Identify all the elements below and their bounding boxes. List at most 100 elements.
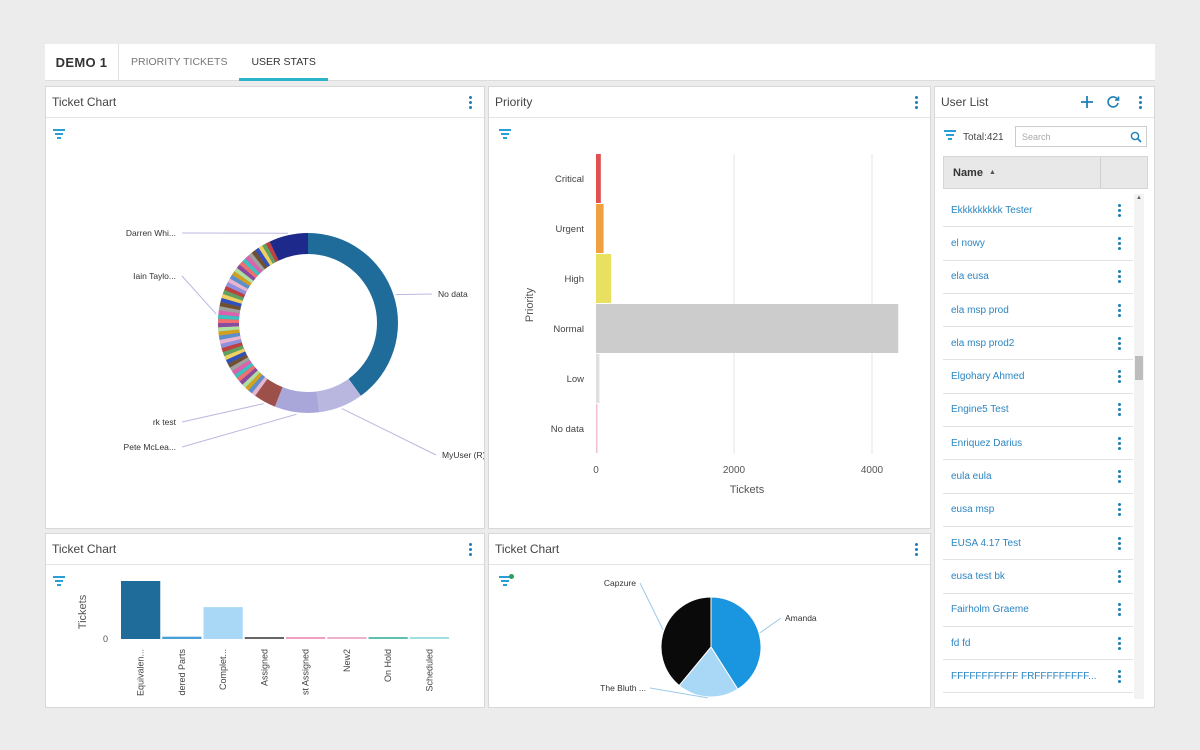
- donut-slice[interactable]: [227, 354, 249, 368]
- scrollbar[interactable]: ▲: [1134, 194, 1144, 699]
- donut-slice[interactable]: [218, 306, 241, 314]
- priority-bar[interactable]: [596, 254, 612, 303]
- donut-slice[interactable]: [242, 258, 260, 276]
- donut-slice[interactable]: [255, 378, 283, 407]
- donut-slice[interactable]: [218, 314, 240, 320]
- donut-slice[interactable]: [245, 372, 263, 391]
- more-options-icon[interactable]: [1132, 93, 1148, 111]
- donut-slice[interactable]: [245, 255, 263, 274]
- user-name-link[interactable]: Engine5 Test: [951, 404, 1009, 416]
- status-bar[interactable]: [162, 636, 202, 639]
- user-name-link[interactable]: el nowy: [951, 237, 985, 249]
- list-item[interactable]: ela msp prod: [943, 294, 1133, 328]
- status-bar[interactable]: [121, 581, 161, 639]
- filter-icon[interactable]: [943, 130, 957, 142]
- priority-bar[interactable]: [596, 404, 598, 453]
- row-options-icon[interactable]: [1111, 401, 1127, 419]
- donut-slice[interactable]: [220, 339, 242, 349]
- donut-slice[interactable]: [232, 271, 252, 287]
- donut-slice[interactable]: [224, 285, 246, 298]
- donut-slice[interactable]: [234, 362, 254, 379]
- user-name-link[interactable]: ela msp prod: [951, 304, 1009, 316]
- row-options-icon[interactable]: [1111, 534, 1127, 552]
- row-options-icon[interactable]: [1111, 201, 1127, 219]
- donut-slice[interactable]: [262, 243, 276, 264]
- row-options-icon[interactable]: [1111, 567, 1127, 585]
- donut-slice[interactable]: [218, 326, 240, 332]
- donut-slice[interactable]: [269, 233, 308, 261]
- row-options-icon[interactable]: [1111, 268, 1127, 286]
- row-options-icon[interactable]: [1111, 301, 1127, 319]
- donut-slice[interactable]: [225, 282, 247, 295]
- donut-slice[interactable]: [224, 348, 246, 361]
- list-item[interactable]: eula eula: [943, 460, 1133, 494]
- row-options-icon[interactable]: [1111, 601, 1127, 619]
- status-bar[interactable]: [409, 637, 449, 639]
- scroll-up-icon[interactable]: ▲: [1136, 195, 1142, 201]
- user-name-link[interactable]: Elgohary Ahmed: [951, 371, 1025, 383]
- user-name-link[interactable]: Ekkkkkkkkk Tester: [951, 204, 1033, 216]
- filter-icon[interactable]: [52, 129, 66, 141]
- status-bar[interactable]: [327, 637, 367, 639]
- pie-slice[interactable]: [660, 596, 712, 687]
- priority-bar[interactable]: [596, 354, 600, 403]
- search-icon[interactable]: [1130, 131, 1142, 143]
- status-bar[interactable]: [244, 637, 284, 639]
- donut-slice[interactable]: [232, 359, 252, 375]
- more-options-icon[interactable]: [462, 540, 478, 558]
- refresh-icon[interactable]: [1106, 95, 1120, 109]
- row-options-icon[interactable]: [1111, 368, 1127, 386]
- donut-slice[interactable]: [222, 289, 244, 301]
- donut-slice[interactable]: [265, 241, 279, 263]
- donut-slice[interactable]: [316, 378, 361, 413]
- row-options-icon[interactable]: [1111, 434, 1127, 452]
- priority-bar[interactable]: [596, 304, 899, 353]
- user-name-link[interactable]: Fairholm Graeme: [951, 604, 1029, 616]
- user-name-link[interactable]: fd fd: [951, 637, 971, 649]
- list-item[interactable]: eusa test bk: [943, 560, 1133, 594]
- tab-user-stats[interactable]: USER STATS: [239, 44, 329, 81]
- donut-slice[interactable]: [220, 297, 242, 307]
- donut-slice[interactable]: [218, 323, 240, 328]
- donut-slice[interactable]: [225, 351, 247, 364]
- user-name-link[interactable]: Enriquez Darius: [951, 437, 1023, 449]
- list-item[interactable]: Engine5 Test: [943, 394, 1133, 428]
- priority-bar[interactable]: [596, 154, 601, 203]
- filter-icon[interactable]: [52, 576, 66, 588]
- donut-slice[interactable]: [236, 365, 256, 382]
- status-bar[interactable]: [368, 637, 408, 639]
- row-options-icon[interactable]: [1111, 468, 1127, 486]
- donut-slice[interactable]: [222, 345, 244, 357]
- row-options-icon[interactable]: [1111, 234, 1127, 252]
- search-input[interactable]: [1016, 127, 1126, 146]
- donut-slice[interactable]: [248, 374, 265, 394]
- list-item[interactable]: Fairholm Graeme: [943, 594, 1133, 627]
- user-name-link[interactable]: FFFFFFFFFFF FRFFFFFFFFF...: [951, 670, 1097, 682]
- row-options-icon[interactable]: [1111, 501, 1127, 519]
- user-name-link[interactable]: ela eusa: [951, 271, 989, 283]
- user-name-link[interactable]: eusa test bk: [951, 570, 1005, 582]
- list-item[interactable]: Enriquez Darius: [943, 427, 1133, 461]
- donut-slice[interactable]: [242, 370, 260, 388]
- add-icon[interactable]: [1080, 95, 1094, 109]
- column-header-name[interactable]: Name ▲: [944, 157, 1101, 188]
- donut-slice[interactable]: [218, 332, 241, 340]
- priority-bar[interactable]: [596, 204, 604, 253]
- donut-slice[interactable]: [251, 250, 268, 270]
- donut-slice[interactable]: [218, 318, 240, 323]
- donut-slice[interactable]: [218, 310, 240, 317]
- list-item[interactable]: fd fd: [943, 627, 1133, 661]
- donut-slice[interactable]: [236, 264, 256, 281]
- more-options-icon[interactable]: [908, 540, 924, 558]
- user-name-link[interactable]: eusa msp: [951, 504, 995, 516]
- donut-slice[interactable]: [229, 274, 250, 289]
- donut-slice[interactable]: [258, 245, 273, 266]
- filter-icon[interactable]: [498, 129, 512, 141]
- donut-slice[interactable]: [227, 278, 249, 292]
- row-options-icon[interactable]: [1111, 334, 1127, 352]
- pie-slice[interactable]: [678, 646, 739, 698]
- donut-slice[interactable]: [308, 233, 398, 396]
- filter-icon[interactable]: [498, 576, 512, 588]
- list-item[interactable]: eusa msp: [943, 494, 1133, 527]
- donut-slice[interactable]: [229, 357, 250, 372]
